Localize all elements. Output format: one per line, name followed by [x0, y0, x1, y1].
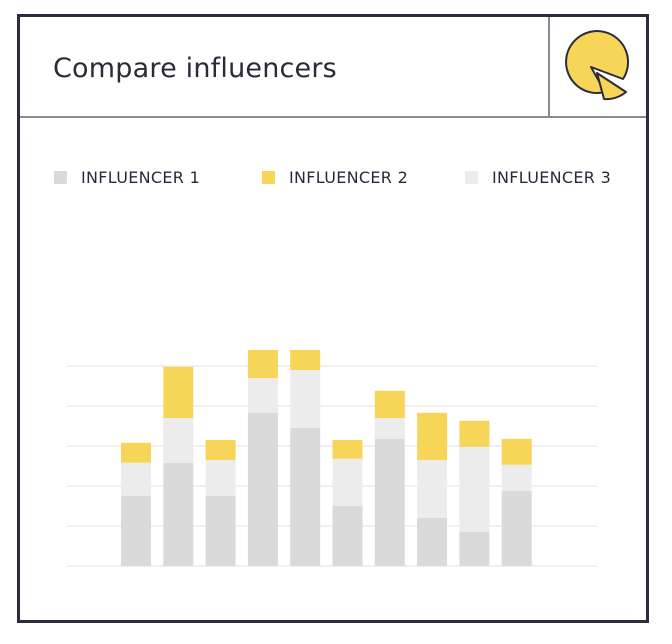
bar-segment-influencer-3 — [121, 462, 151, 496]
page-title: Compare influencers — [53, 53, 337, 84]
bar-segment-influencer-1 — [290, 428, 321, 566]
legend-label: INFLUENCER 1 — [81, 168, 201, 187]
pie-chart-icon — [565, 30, 630, 101]
bar-segment-influencer-2 — [374, 390, 405, 418]
bar-segment-influencer-3 — [501, 464, 532, 491]
bar-segment-influencer-2 — [163, 366, 194, 418]
bar-segment-influencer-2 — [290, 350, 321, 370]
bar-segment-influencer-3 — [163, 418, 194, 463]
bar-segment-influencer-1 — [501, 490, 532, 566]
bar-segment-influencer-2 — [247, 350, 278, 378]
bar-segment-influencer-2 — [332, 440, 363, 459]
bar-segment-influencer-2 — [121, 442, 151, 463]
bar-segment-influencer-2 — [501, 438, 532, 465]
legend-item-influencer-3: INFLUENCER 3 — [465, 168, 611, 187]
bar-segment-influencer-1 — [374, 438, 405, 566]
bar-segment-influencer-3 — [332, 458, 363, 506]
legend-swatch — [465, 171, 478, 184]
bar-segment-influencer-2 — [459, 420, 490, 447]
card-header: Compare influencers — [20, 17, 646, 118]
bar-segment-influencer-1 — [459, 532, 490, 566]
legend-swatch — [54, 171, 67, 184]
bar-segment-influencer-3 — [459, 446, 490, 532]
bar-segment-influencer-2 — [205, 440, 236, 460]
legend-swatch — [262, 171, 275, 184]
bar-segment-influencer-1 — [417, 518, 448, 566]
bar-segment-influencer-2 — [417, 412, 448, 460]
legend-label: INFLUENCER 3 — [492, 168, 612, 187]
bar-segment-influencer-3 — [374, 418, 405, 439]
icon-box — [548, 17, 648, 116]
legend-item-influencer-2: INFLUENCER 2 — [262, 168, 408, 187]
bar-segment-influencer-3 — [290, 370, 321, 428]
bar-segment-influencer-1 — [121, 496, 151, 566]
bar-segment-influencer-3 — [205, 460, 236, 496]
bar-segment-influencer-3 — [417, 460, 448, 518]
bar-segment-influencer-1 — [332, 506, 363, 566]
bar-segment-influencer-1 — [247, 412, 278, 566]
legend-label: INFLUENCER 2 — [289, 168, 409, 187]
legend-item-influencer-1: INFLUENCER 1 — [54, 168, 200, 187]
bar-segment-influencer-1 — [163, 462, 194, 566]
bar-segment-influencer-3 — [247, 378, 278, 413]
bar-segment-influencer-1 — [205, 496, 236, 566]
